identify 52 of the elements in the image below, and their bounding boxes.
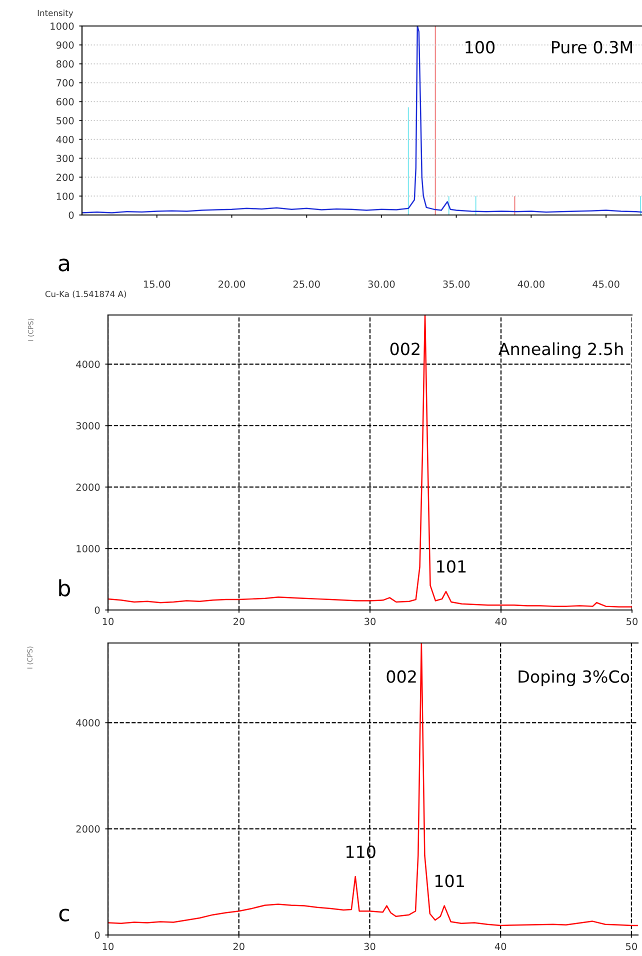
y-tick-label: 400 <box>56 136 74 144</box>
x-tick-label: 40.00 <box>518 280 544 288</box>
y-tick-label: 0 <box>94 931 100 939</box>
x-tick-label: 20 <box>234 618 245 626</box>
annotation: 101 <box>437 560 466 573</box>
x-tick-label: 20 <box>233 942 244 950</box>
x-tick-label: 40 <box>495 618 507 626</box>
y-axis-title: Intensity <box>38 10 74 18</box>
y-tick-label: 300 <box>56 154 74 162</box>
y-tick-label: 4000 <box>76 719 100 726</box>
x-tick-label: 30.00 <box>368 280 395 288</box>
y-tick-label: 500 <box>56 116 74 124</box>
y-tick-label: 900 <box>56 41 74 49</box>
x-tick-label: 30 <box>364 618 376 626</box>
y-tick-label: 700 <box>56 79 74 87</box>
x-tick-label: 30 <box>364 942 376 950</box>
text: c <box>59 908 69 922</box>
line-series <box>108 315 632 608</box>
annotation: 002 <box>386 670 416 683</box>
annotation: 002 <box>390 342 420 356</box>
y-tick-label: 4000 <box>76 360 100 368</box>
y-tick-label: 2000 <box>76 484 100 491</box>
text: b <box>59 579 70 596</box>
x-tick-label: 20.00 <box>218 280 246 288</box>
y-tick-label: 0 <box>68 211 74 219</box>
x-tick-label: 50 <box>626 942 637 950</box>
x-tick-label: 50 <box>626 618 638 626</box>
y-tick-label: 2000 <box>76 825 100 833</box>
text: a <box>58 258 69 272</box>
x-tick-label: 40 <box>494 942 506 950</box>
x-tick-label: 35.00 <box>443 280 470 288</box>
x-tick-label: 10 <box>102 942 114 950</box>
x-tick-label: 25.00 <box>293 280 320 288</box>
annotation: 100 <box>466 40 495 54</box>
annotation: 110 <box>346 845 376 858</box>
annotation: Doping 3%Co <box>518 670 630 686</box>
line-series <box>82 26 642 214</box>
y-tick-label: 800 <box>56 60 74 68</box>
y-tick-label: 1000 <box>50 22 74 30</box>
y-tick-label: 1000 <box>76 545 100 552</box>
x-tick-label: 10 <box>102 618 114 626</box>
y-tick-label: 600 <box>56 98 74 106</box>
annotation: Pure 0.3M <box>552 40 632 54</box>
y-tick-label: 200 <box>56 174 74 182</box>
y-tick-label: 100 <box>56 192 74 200</box>
x-axis-title: Cu-Ka (1.541874 A) <box>45 290 126 298</box>
y-tick-label: 0 <box>94 606 100 614</box>
x-tick-label: 45.00 <box>592 280 620 288</box>
annotation: 101 <box>435 874 464 888</box>
x-tick-label: 15.00 <box>144 280 170 288</box>
annotation: Annealing 2.5h <box>498 342 623 358</box>
y-tick-label: 3000 <box>76 422 100 430</box>
